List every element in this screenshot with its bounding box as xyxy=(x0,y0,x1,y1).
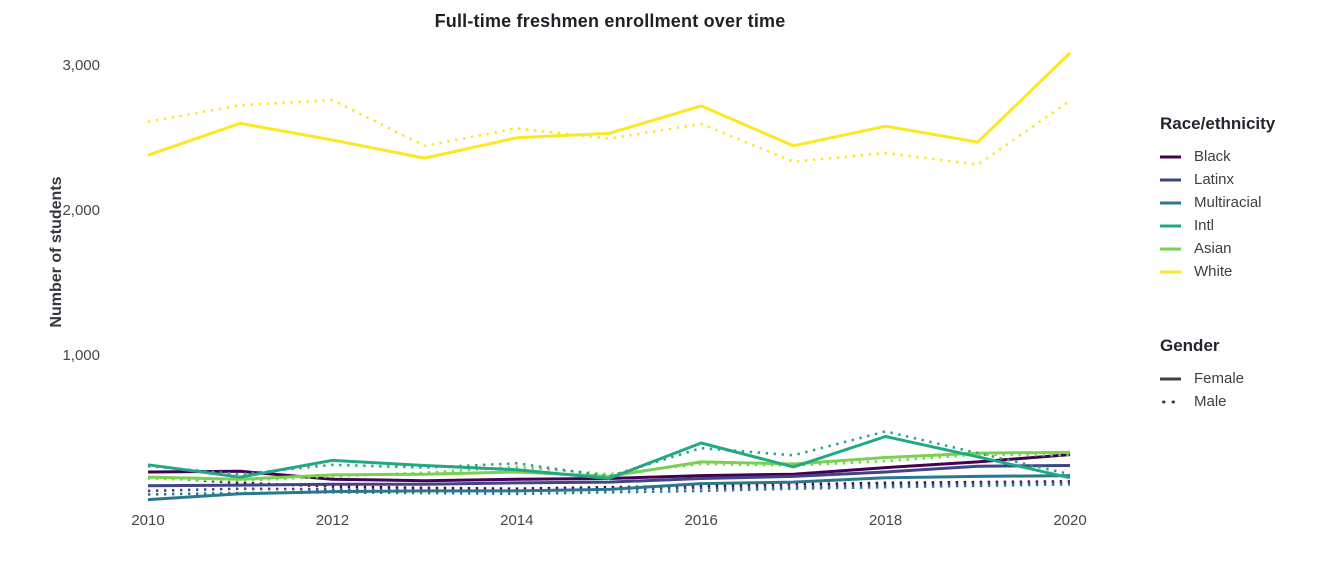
line-white-male xyxy=(147,98,1071,166)
chart-title: Full-time freshmen enrollment over time xyxy=(434,11,786,31)
legend-item-male: Male xyxy=(1159,390,1342,413)
legend-item-multiracial: Multiracial xyxy=(1159,191,1342,214)
legend-linestyle-swatch xyxy=(1159,370,1182,388)
legend-item-label: White xyxy=(1194,263,1233,280)
legend-item-label: Latinx xyxy=(1194,171,1235,188)
legend-color-swatch xyxy=(1159,148,1182,166)
legend-color-swatch xyxy=(1159,240,1182,258)
gender-legend-items: Female Male xyxy=(1159,367,1342,413)
x-tick-label: 2020 xyxy=(1053,512,1087,529)
legend-item-latinx: Latinx xyxy=(1159,168,1342,191)
legend-color-swatch xyxy=(1159,194,1182,212)
line-asian-male xyxy=(147,453,1071,483)
y-tick-label: 1,000 xyxy=(62,347,100,364)
line-latinx-male xyxy=(147,480,1071,493)
race-legend-items: Black Latinx Multiracial Intl Asian White xyxy=(1159,145,1342,283)
legend-item-label: Asian xyxy=(1194,240,1232,257)
legend-item-black: Black xyxy=(1159,145,1342,168)
legend-item-female: Female xyxy=(1159,367,1342,390)
x-tick-label: 2018 xyxy=(868,512,903,529)
x-tick-label: 2014 xyxy=(500,512,534,529)
legend-color-swatch xyxy=(1159,217,1182,235)
legend-item-label: Intl xyxy=(1194,217,1215,234)
gender-legend-title: Gender xyxy=(1160,336,1220,355)
y-tick-label: 3,000 xyxy=(62,57,100,74)
line-white-female xyxy=(147,51,1072,160)
legend-color-swatch xyxy=(1159,263,1182,281)
legend-linestyle-swatch xyxy=(1159,393,1182,411)
line-intl-male xyxy=(147,430,1071,478)
x-tick-label: 2012 xyxy=(315,512,350,529)
legend-item-white: White xyxy=(1159,260,1342,283)
legend-color-swatch xyxy=(1159,171,1182,189)
legend-item-asian: Asian xyxy=(1159,237,1342,260)
legend-item-label: Multiracial xyxy=(1194,194,1262,211)
line-intl-female xyxy=(147,435,1071,480)
legend-item-intl: Intl xyxy=(1159,214,1342,237)
legend-item-label: Female xyxy=(1194,370,1245,387)
line-latinx-female xyxy=(147,464,1071,488)
line-asian-female xyxy=(147,450,1071,481)
line-multiracial-male xyxy=(147,483,1071,496)
legend-item-label: Male xyxy=(1194,393,1227,410)
y-tick-label: 2,000 xyxy=(62,202,100,219)
x-tick-label: 2010 xyxy=(131,512,165,529)
x-tick-label: 2016 xyxy=(684,512,718,529)
legend-spacer xyxy=(1160,283,1342,336)
legend-item-label: Black xyxy=(1194,148,1231,165)
race-legend-title: Race/ethnicity xyxy=(1160,114,1276,133)
chart-legend: Race/ethnicity Black Latinx Multiracial Int… xyxy=(1159,114,1342,413)
